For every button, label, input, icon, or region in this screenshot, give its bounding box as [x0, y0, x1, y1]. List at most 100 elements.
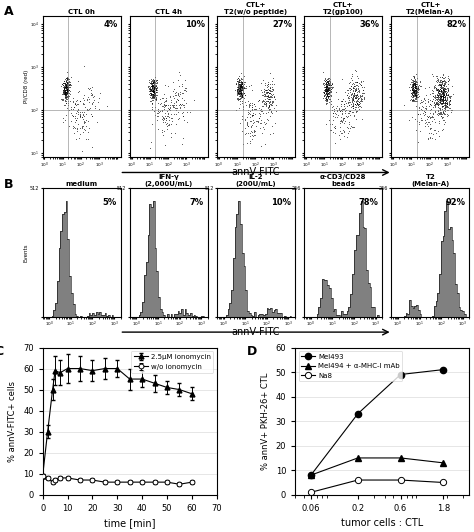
Point: [347, 85, 355, 93]
Point: [266, 95, 273, 103]
Point: [441, 98, 449, 107]
Point: [149, 85, 156, 94]
Point: [151, 85, 158, 93]
Point: [351, 89, 358, 98]
Point: [432, 72, 440, 80]
Point: [410, 88, 417, 97]
Point: [62, 76, 70, 85]
Point: [339, 126, 347, 134]
Point: [435, 99, 443, 108]
Point: [248, 86, 255, 94]
Point: [437, 94, 445, 103]
Point: [152, 81, 160, 90]
Point: [261, 92, 269, 100]
Point: [443, 102, 450, 111]
Point: [263, 83, 271, 92]
Point: [337, 117, 345, 125]
Point: [180, 116, 187, 124]
Point: [255, 109, 263, 118]
Point: [412, 82, 419, 90]
Point: [439, 77, 447, 86]
Point: [412, 89, 419, 98]
Point: [237, 89, 245, 97]
Point: [356, 80, 364, 88]
Point: [238, 78, 246, 87]
Point: [446, 93, 454, 101]
Point: [333, 113, 340, 122]
Point: [438, 94, 446, 103]
Point: [148, 79, 156, 88]
Point: [152, 86, 160, 95]
Point: [242, 90, 249, 99]
Point: [87, 90, 95, 99]
Point: [323, 82, 331, 91]
Point: [237, 77, 245, 85]
Point: [321, 90, 329, 99]
Point: [265, 101, 273, 109]
Point: [340, 105, 348, 113]
Point: [323, 99, 331, 107]
Point: [258, 97, 266, 106]
Point: [66, 80, 74, 89]
Point: [439, 81, 447, 89]
Point: [324, 87, 331, 96]
Point: [237, 81, 245, 90]
Point: [90, 93, 97, 101]
Point: [411, 81, 419, 89]
Point: [351, 105, 359, 113]
Point: [145, 76, 153, 84]
Point: [431, 82, 438, 91]
Point: [418, 96, 425, 104]
Point: [431, 92, 438, 101]
Point: [322, 96, 330, 105]
Point: [336, 107, 344, 115]
Point: [233, 90, 241, 99]
Point: [235, 88, 242, 97]
Point: [246, 103, 253, 112]
Point: [341, 109, 348, 118]
Point: [152, 85, 159, 93]
Point: [261, 91, 269, 99]
Point: [436, 98, 443, 106]
Point: [159, 126, 166, 134]
Point: [65, 83, 73, 92]
Point: [437, 93, 445, 102]
Point: [410, 76, 417, 85]
Point: [325, 86, 333, 95]
Point: [430, 100, 438, 109]
Point: [357, 77, 365, 85]
Point: [146, 85, 154, 93]
Point: [63, 87, 71, 96]
Point: [413, 84, 420, 93]
Point: [348, 89, 356, 98]
Point: [353, 86, 360, 94]
Point: [427, 129, 434, 137]
Na8: [440, 479, 446, 486]
Point: [442, 91, 449, 99]
Point: [267, 86, 274, 94]
Point: [443, 112, 451, 120]
Point: [434, 81, 442, 89]
Point: [339, 95, 347, 103]
Point: [445, 75, 452, 84]
Point: [418, 105, 425, 113]
Point: [182, 87, 190, 95]
Point: [149, 81, 156, 90]
Point: [324, 91, 331, 99]
Point: [264, 93, 272, 101]
Point: [264, 107, 272, 116]
Point: [175, 82, 183, 90]
Point: [169, 86, 176, 95]
Point: [349, 79, 357, 87]
Point: [255, 114, 263, 122]
Point: [321, 77, 328, 86]
Point: [248, 112, 256, 121]
Point: [443, 105, 451, 114]
Point: [409, 76, 416, 85]
Point: [150, 82, 158, 91]
Point: [349, 122, 356, 131]
Point: [152, 95, 160, 104]
Point: [172, 96, 180, 105]
Point: [426, 114, 434, 122]
Point: [255, 96, 263, 104]
